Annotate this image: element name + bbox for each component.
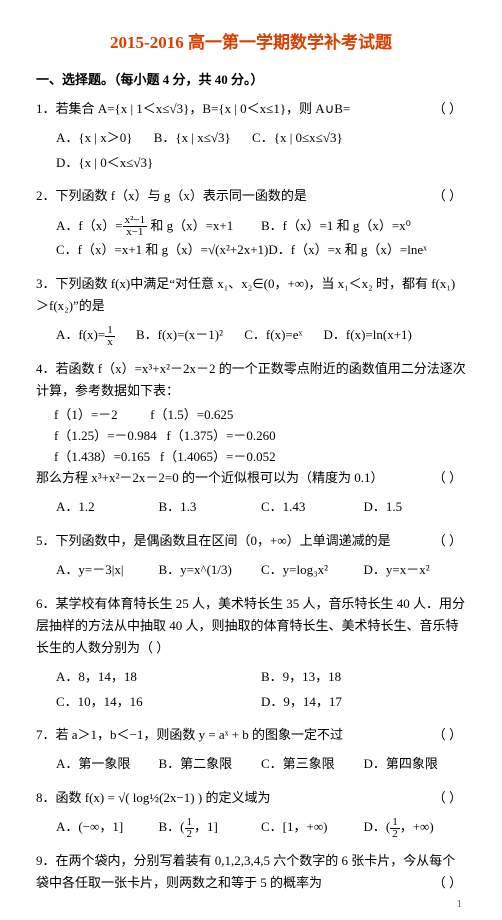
q6-B: B．9，13，18 [261, 665, 466, 690]
q4-r2: f（1.25）=－0.984 f（1.375）=－0.260 [54, 425, 466, 444]
q4-r1: f（1）=－2 f（1.5）=0.625 [54, 404, 466, 423]
q2-paren: （ ） [433, 185, 462, 207]
page-title: 2015-2016 高一第一学期数学补考试题 [36, 28, 466, 53]
q9-stem: 9．在两个袋内，分别写着装有 0,1,2,3,4,5 六个数字的 6 张卡片，今… [36, 853, 455, 890]
q6: 6．某学校有体育特长生 25 人，美术特长生 35 人，音乐特长生 40 人．用… [36, 593, 466, 659]
q5-D: D．y=x－x² [364, 558, 467, 583]
q5-C: C．y=log₃x² [261, 558, 364, 583]
q4-stem: 4．若函数 f（x）=x³+x²－2x－2 的一个正数零点附近的函数值用二分法逐… [36, 361, 466, 398]
q3-D: D．f(x)=ln(x+1) [324, 323, 412, 348]
q2-B: B．f（x）=1 和 g（x）=x⁰ [261, 214, 466, 239]
q8-B: B．(12，1] [159, 815, 262, 840]
q9-paren: （ ） [433, 872, 462, 894]
q2-D: D．f（x）=x 和 g（x）=lneˣ [268, 238, 466, 263]
q4-A: A．1.2 [56, 495, 159, 520]
q7-stem: 7．若 a＞1，b＜−1，则函数 y = aˣ + b 的图象一定不过 [36, 727, 343, 742]
q3-C: C．f(x)=eˣ [244, 323, 302, 348]
q1-stem-a: 1．若集合 A={x | 1＜x≤ [36, 101, 169, 116]
q8: 8．函数 f(x) = √( log½(2x−1) ) 的定义域为 （ ） [36, 787, 466, 809]
q3-stem: 3．下列函数 f(x)中满足“对任意 x₁、x₂∈(0，+∞)，当 x₁＜x₂ … [36, 276, 455, 313]
q5-stem: 5．下列函数中，是偶函数且在区间（0，+∞）上单调递减的是 [36, 533, 391, 548]
q1: 1．若集合 A={x | 1＜x≤√3}，B={x | 0＜x≤1}，则 A∪B… [36, 98, 466, 120]
q2-opts: A．f（x）=x²−1x−1 和 g（x）=x+1 B．f（x）=1 和 g（x… [56, 214, 466, 263]
q4-ask: 那么方程 x³+x²－2x－2=0 的一个近似根可以为（精度为 0.1） （ ） [36, 467, 466, 489]
q6-opts: A．8，14，18 B．9，13，18 C．10，14，16 D．9，14，17 [56, 665, 466, 714]
q7-paren: （ ） [433, 724, 462, 746]
q1-paren: （ ） [433, 98, 462, 120]
q1-A: A．{x | x＞0} [56, 126, 132, 151]
q5: 5．下列函数中，是偶函数且在区间（0，+∞）上单调递减的是 （ ） [36, 530, 466, 552]
q7-D: D．第四象限 [364, 752, 467, 777]
q7-C: C．第三象限 [261, 752, 364, 777]
q8-D: D．(12，+∞) [364, 815, 467, 840]
q6-C: C．10，14，16 [56, 690, 261, 715]
q2: 2．下列函数 f（x）与 g（x）表示同一函数的是 （ ） [36, 185, 466, 207]
q7-A: A．第一象限 [56, 752, 159, 777]
q1-B: B．{x | x≤√3} [154, 126, 231, 151]
q4-r3: f（1.438）=0.165 f（1.4065）=－0.052 [54, 446, 466, 465]
q7-opts: A．第一象限 B．第二象限 C．第三象限 D．第四象限 [56, 752, 466, 777]
q9: 9．在两个袋内，分别写着装有 0,1,2,3,4,5 六个数字的 6 张卡片，今… [36, 850, 466, 894]
q8-stem: 8．函数 f(x) = √( log½(2x−1) ) 的定义域为 [36, 790, 270, 805]
q8-paren: （ ） [433, 787, 462, 809]
page-number: 1 [457, 898, 463, 910]
q7: 7．若 a＞1，b＜−1，则函数 y = aˣ + b 的图象一定不过 （ ） [36, 724, 466, 746]
q1-stem-b: }，B={x | 0＜x≤1}，则 A∪B= [183, 101, 350, 116]
q2-C: C．f（x）=x+1 和 g（x）=√(x²+2x+1) [56, 238, 268, 263]
q2-A: A．f（x）=x²−1x−1 和 g（x）=x+1 [56, 214, 261, 239]
q4-C: C．1.43 [261, 495, 364, 520]
q8-C: C．[1，+∞) [261, 815, 364, 840]
q4: 4．若函数 f（x）=x³+x²－2x－2 的一个正数零点附近的函数值用二分法逐… [36, 358, 466, 402]
exam-page: 2015-2016 高一第一学期数学补考试题 一、选择题。（每小题 4 分，共 … [0, 0, 502, 920]
q4-B: B．1.3 [159, 495, 262, 520]
q5-paren: （ ） [433, 530, 462, 552]
q8-opts: A．(−∞，1] B．(12，1] C．[1，+∞) D．(12，+∞) [56, 815, 466, 840]
q1-D: D．{x | 0＜x≤√3} [56, 151, 153, 176]
q7-B: B．第二象限 [159, 752, 262, 777]
q1-C: C．{x | 0≤x≤√3} [252, 126, 343, 151]
q3-B: B．f(x)=(x－1)² [136, 323, 223, 348]
q3: 3．下列函数 f(x)中满足“对任意 x₁、x₂∈(0，+∞)，当 x₁＜x₂ … [36, 273, 466, 317]
q2-stem: 2．下列函数 f（x）与 g（x）表示同一函数的是 [36, 188, 307, 203]
q5-B: B．y=x^(1/3) [159, 558, 262, 583]
q4-opts: A．1.2 B．1.3 C．1.43 D．1.5 [56, 495, 466, 520]
q6-A: A．8，14，18 [56, 665, 261, 690]
q5-A: A．y=－3|x| [56, 558, 159, 583]
q5-opts: A．y=－3|x| B．y=x^(1/3) C．y=log₃x² D．y=x－x… [56, 558, 466, 583]
q4-D: D．1.5 [364, 495, 467, 520]
q4-paren: （ ） [433, 467, 462, 489]
section-1-head: 一、选择题。（每小题 4 分，共 40 分。） [36, 69, 466, 88]
q3-A: A．f(x)=1x [56, 323, 115, 348]
q1-opts: A．{x | x＞0} B．{x | x≤√3} C．{x | 0≤x≤√3} … [56, 126, 466, 175]
q6-stem: 6．某学校有体育特长生 25 人，美术特长生 35 人，音乐特长生 40 人．用… [36, 596, 465, 655]
q8-A: A．(−∞，1] [56, 815, 159, 840]
q6-D: D．9，14，17 [261, 690, 466, 715]
sqrt3-1: √3 [169, 101, 183, 116]
q3-opts: A．f(x)=1x B．f(x)=(x－1)² C．f(x)=eˣ D．f(x)… [56, 323, 466, 348]
